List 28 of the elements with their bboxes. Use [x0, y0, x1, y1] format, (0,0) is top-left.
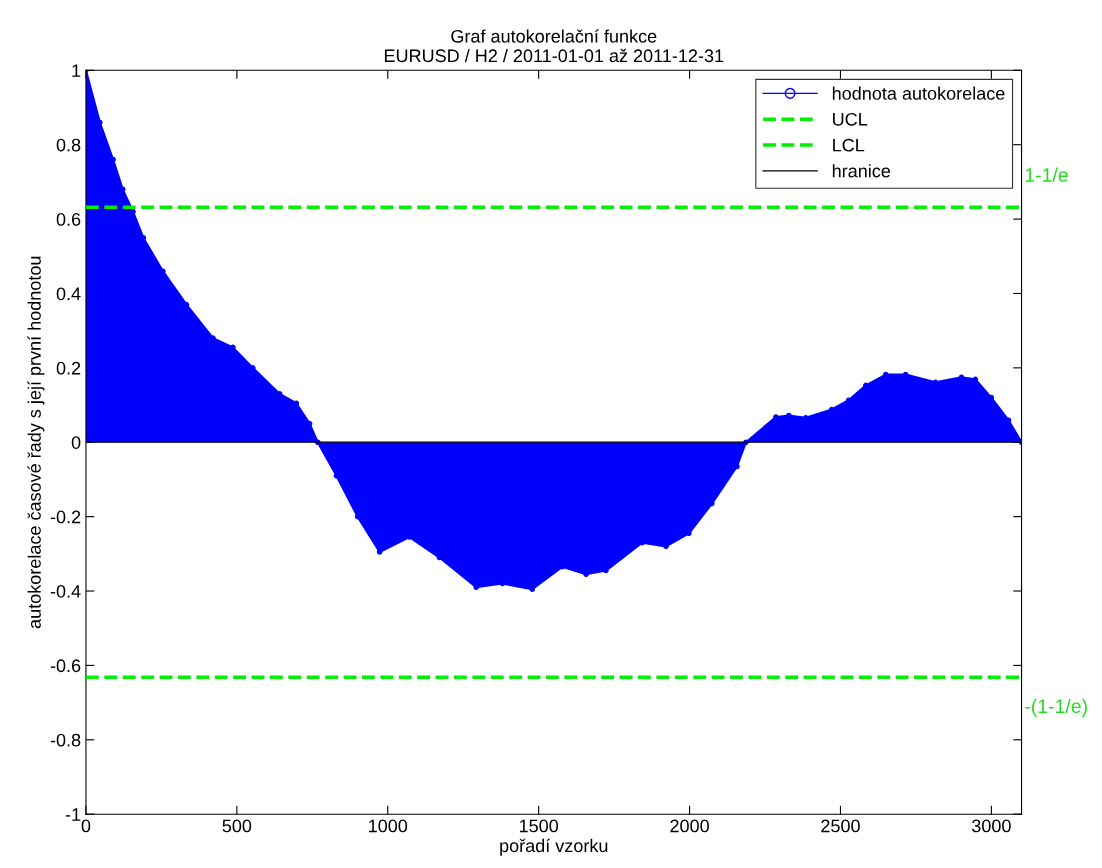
x-tick-label: 3000: [971, 819, 1011, 833]
x-tick-label: 1500: [519, 819, 559, 833]
chart-title: Graf autokorelační funkce: [451, 29, 657, 43]
y-tick-label: 0.2: [56, 361, 81, 375]
legend-label: UCL: [833, 112, 868, 126]
y-tick-label: -0.2: [50, 510, 81, 524]
y-tick-label: 0: [71, 436, 81, 449]
x-tick-label: 500: [222, 819, 252, 833]
x-tick-label: 1000: [369, 819, 408, 833]
y-tick-label: 0.8: [56, 138, 81, 152]
x-tick-label: 2000: [670, 819, 709, 833]
y-tick-label: -0.8: [50, 733, 81, 747]
chart-subtitle: EURUSD / H2 / 2011-01-01 až 2011-12-31: [384, 48, 724, 63]
y-tick-label: 0.6: [56, 213, 81, 226]
y-tick-label: 0.4: [56, 287, 81, 301]
x-axis-title: pořadí vzorku: [500, 838, 608, 856]
x-tick-label: 0: [81, 819, 91, 833]
x-tick-label: 2500: [821, 819, 860, 833]
annotation: -(1-1/e): [1025, 698, 1087, 717]
y-tick-label: -1: [65, 808, 81, 821]
legend-label: LCL: [833, 138, 865, 152]
annotation: 1-1/e: [1025, 167, 1068, 182]
y-tick-label: -0.6: [50, 659, 81, 673]
legend-label: hodnota autokorelace: [832, 86, 1005, 100]
legend-label: hranice: [832, 164, 891, 178]
y-tick-label: 1: [72, 64, 81, 77]
y-tick-label: -0.4: [50, 584, 81, 598]
y-axis-title: autokorelace časové řady s její první hodnotou: [27, 256, 45, 629]
